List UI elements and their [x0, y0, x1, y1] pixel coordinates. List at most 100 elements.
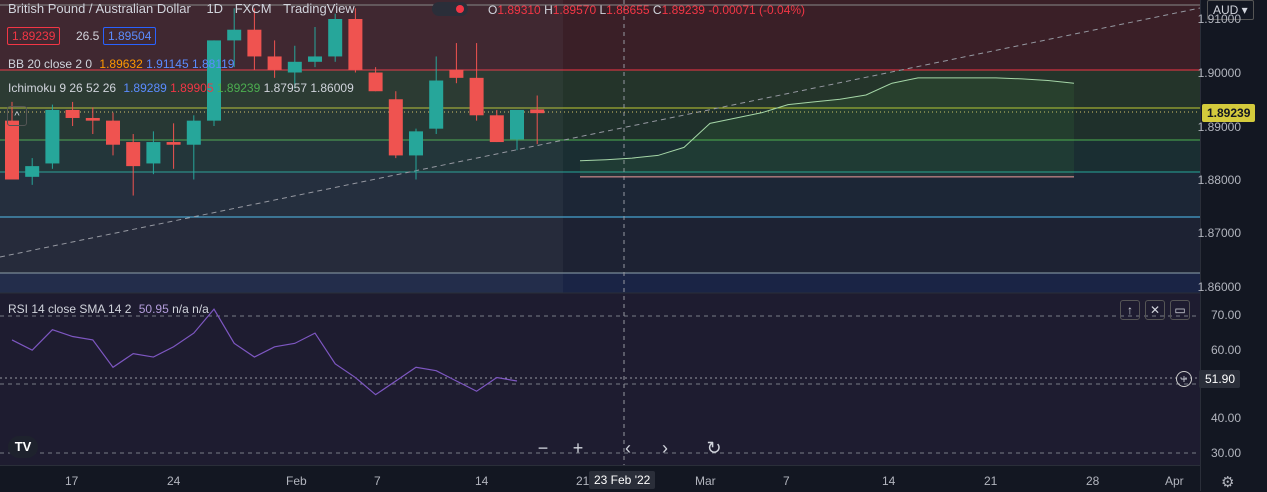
ohlc-open: 1.89310 [497, 3, 541, 17]
candle-body [247, 29, 262, 57]
symbol-title[interactable]: British Pound / Australian Dollar [8, 1, 191, 16]
chart-legend: British Pound / Australian Dollar 1D FXC… [8, 1, 355, 16]
candle-body [45, 109, 60, 164]
zoom-out-icon[interactable]: − [537, 438, 549, 458]
fib-band-4 [0, 140, 1200, 172]
candle-body [186, 120, 201, 145]
time-axis[interactable] [0, 465, 1200, 492]
ohlc-close: 1.89239 [661, 3, 705, 17]
spread-value: 26.5 [76, 29, 100, 43]
ichimoku-cloud [580, 77, 1074, 177]
candle-body [5, 120, 19, 180]
time-tick: Mar [695, 474, 716, 488]
reset-chart-icon[interactable]: ↻ [706, 438, 722, 458]
candle-body [429, 80, 444, 129]
rsi-tick: 40.00 [1210, 411, 1241, 425]
selection-area [0, 0, 563, 293]
candle-body [449, 69, 464, 78]
price-tick: 1.88000 [1197, 173, 1241, 187]
ohlc-legend: O1.89310 H1.89570 L1.88655 C1.89239 -0.0… [488, 3, 806, 17]
ichimoku-layer [579, 77, 1075, 178]
ichimoku-legend[interactable]: Ichimoku 9 26 52 26 1.89289 1.89905 1.89… [8, 81, 354, 95]
rsi-current-label: 51.90 [1199, 370, 1241, 388]
time-tick: 21 [576, 474, 590, 488]
rsi-line [11, 308, 518, 396]
candle-body [146, 142, 161, 164]
candle-body [348, 19, 363, 70]
interval[interactable]: 1D [206, 1, 224, 16]
last-price-label: 1.89239 [1202, 104, 1256, 122]
price-tick: 1.89000 [1197, 120, 1241, 134]
ichimoku-span-a [579, 77, 1075, 162]
candle-body [368, 72, 383, 92]
market-status-icon[interactable] [432, 2, 468, 16]
ohlc-low: 1.88655 [606, 3, 650, 17]
rsi-legend[interactable]: RSI 14 close SMA 14 2 50.95 n/a n/a [8, 302, 209, 316]
price-tick: 1.90000 [1197, 66, 1241, 80]
buy-button[interactable]: 1.89504 [103, 27, 157, 45]
time-tick: Feb [286, 474, 307, 488]
time-tick: 17 [65, 474, 79, 488]
zoom-in-icon[interactable]: + [572, 438, 584, 458]
time-tick: 14 [475, 474, 489, 488]
time-tick: Apr [1165, 474, 1184, 488]
candle-body [65, 109, 80, 118]
crosshair-date-label: 23 Feb '22 [589, 471, 656, 489]
add-plus-icon[interactable]: + [1176, 371, 1192, 387]
candle-body [106, 120, 120, 145]
candle-body [469, 77, 484, 116]
candle-body [166, 142, 181, 145]
move-pane-up-icon[interactable]: ↑ [1120, 300, 1140, 320]
bb-legend[interactable]: BB 20 close 2 0 1.89632 1.91145 1.88119 [8, 57, 235, 71]
time-tick: 24 [167, 474, 181, 488]
rsi-pane [0, 293, 1200, 465]
candle-body [227, 29, 242, 41]
price-tick: 1.91000 [1197, 12, 1241, 26]
candle-body [409, 131, 423, 156]
trend-line[interactable] [0, 7, 1201, 258]
candle-body [85, 117, 100, 121]
candle-body [287, 61, 302, 73]
time-tick: 7 [783, 474, 790, 488]
fib-band-6 [0, 217, 1200, 273]
price-tick: 1.86000 [1197, 280, 1241, 294]
rsi-tick: 30.00 [1210, 446, 1241, 460]
time-tick: 7 [374, 474, 381, 488]
price-axis[interactable] [1200, 0, 1267, 491]
sell-button[interactable]: 1.89239 [7, 27, 61, 45]
fib-band-7 [0, 273, 1200, 293]
settings-gear-icon[interactable]: ⚙ [1221, 474, 1235, 491]
scroll-left-icon[interactable]: ‹ [625, 438, 631, 458]
fib-band-top [0, 0, 1200, 70]
tradingview-logo[interactable]: TV [8, 436, 38, 458]
fib-band-5 [0, 172, 1200, 217]
source: TradingView [283, 1, 355, 16]
candle-body [489, 115, 504, 143]
exchange: FXCM [234, 1, 272, 16]
candle-body [388, 99, 403, 156]
rsi-layer [11, 308, 518, 396]
close-pane-icon[interactable]: ✕ [1145, 300, 1165, 320]
fib-band-2 [0, 70, 1200, 108]
rsi-tick: 60.00 [1210, 343, 1241, 357]
time-tick: 21 [984, 474, 998, 488]
rsi-tick: 70.00 [1210, 308, 1241, 322]
ohlc-high: 1.89570 [552, 3, 597, 17]
candle-body [308, 56, 322, 62]
time-tick: 14 [882, 474, 896, 488]
candle-body [126, 142, 141, 167]
candle-body [267, 56, 282, 70]
candle-body [530, 109, 545, 114]
candle-body [207, 40, 221, 121]
scroll-right-icon[interactable]: › [662, 438, 668, 458]
currency-selector[interactable]: AUD ▾ [1207, 0, 1254, 20]
collapse-legend-icon[interactable]: ^ [7, 106, 27, 126]
candle-body [25, 166, 40, 177]
candle-body [510, 109, 524, 140]
candle-body [328, 19, 343, 57]
price-tick: 1.87000 [1197, 226, 1241, 240]
candles-layer [5, 8, 545, 196]
ohlc-change: -0.00071 (-0.04%) [708, 3, 806, 17]
maximize-pane-icon[interactable]: ▭ [1170, 300, 1190, 320]
